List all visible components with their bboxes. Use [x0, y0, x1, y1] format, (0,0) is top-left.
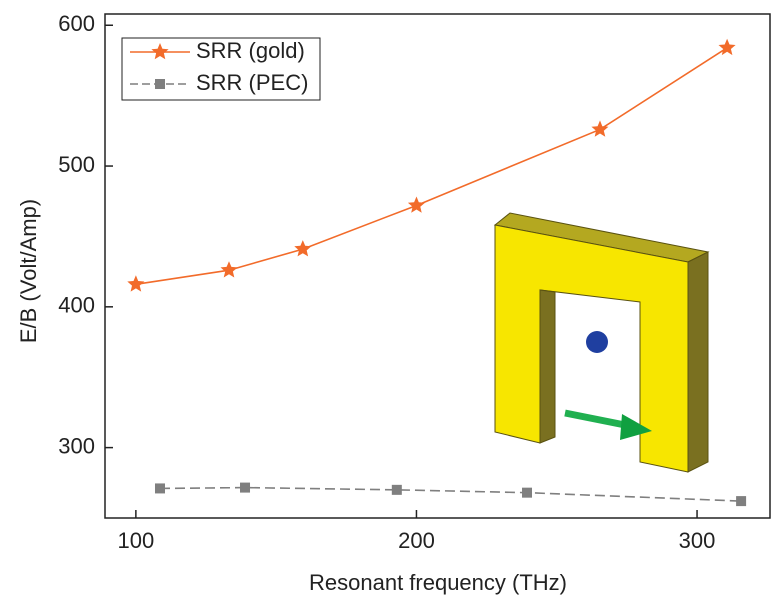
- square-marker: [155, 483, 165, 493]
- inset-srr-illustration: [495, 213, 708, 472]
- chart: Resonant frequency (THz) E/B (Volt/Amp) …: [0, 0, 773, 604]
- y-tick-label: 600: [58, 11, 95, 36]
- y-tick-label: 500: [58, 152, 95, 177]
- x-tick-label: 200: [398, 528, 435, 553]
- legend-label: SRR (PEC): [196, 70, 308, 95]
- star-marker: [408, 197, 425, 213]
- y-axis-label: E/B (Volt/Amp): [16, 199, 41, 343]
- star-marker: [294, 240, 311, 256]
- y-tick-label: 400: [58, 293, 95, 318]
- x-tick-label: 100: [118, 528, 155, 553]
- star-marker: [719, 39, 736, 55]
- star-marker: [221, 261, 238, 277]
- magnetic-field-dot: [586, 331, 608, 353]
- legend: SRR (gold) SRR (PEC): [122, 38, 320, 100]
- legend-label: SRR (gold): [196, 38, 305, 63]
- x-axis-label: Resonant frequency (THz): [309, 570, 567, 595]
- square-marker: [522, 488, 532, 498]
- square-marker: [392, 485, 402, 495]
- square-marker: [240, 483, 250, 493]
- x-tick-label: 300: [679, 528, 716, 553]
- electric-field-arrow: [565, 413, 630, 426]
- y-tick-label: 300: [58, 433, 95, 458]
- star-marker: [127, 275, 144, 291]
- square-marker: [155, 79, 165, 89]
- srr-inner-face: [540, 290, 555, 443]
- star-marker: [591, 120, 608, 136]
- srr-side-face: [688, 252, 708, 472]
- square-marker: [736, 496, 746, 506]
